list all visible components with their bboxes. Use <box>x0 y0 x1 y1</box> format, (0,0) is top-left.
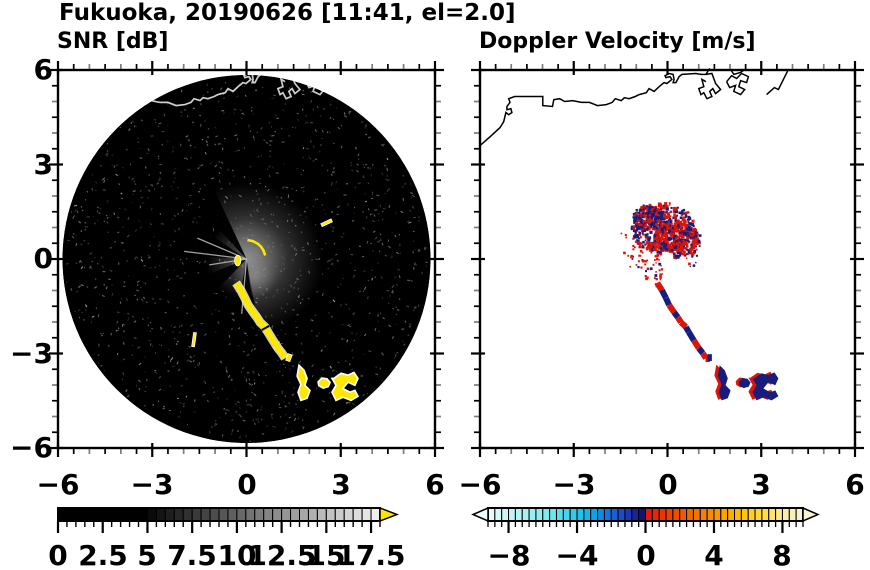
x-tick-label: 0 <box>658 468 678 501</box>
doppler-colorbar <box>471 506 820 533</box>
x-tick-label: −3 <box>130 468 174 501</box>
x-tick-label: 6 <box>845 468 865 501</box>
doppler-colorbar-label: 4 <box>704 539 724 570</box>
snr-colorbar <box>56 506 400 533</box>
y-tick-label: −6 <box>10 431 53 464</box>
x-tick-label: 3 <box>751 468 771 501</box>
snr-colorbar-label: 12.5 <box>247 539 317 570</box>
x-tick-label: 0 <box>237 468 257 501</box>
doppler-colorbar-label: 0 <box>636 539 656 570</box>
y-tick-label: 6 <box>33 53 53 86</box>
snr-colorbar-label: 0 <box>48 539 68 570</box>
doppler-panel-title: Doppler Velocity [m/s] <box>479 29 756 54</box>
snr-colorbar-label: 2.5 <box>78 539 128 570</box>
y-tick-label: 0 <box>33 242 53 275</box>
y-tick-label: 3 <box>33 148 53 181</box>
snr-colorbar-label: 15 <box>306 539 346 570</box>
snr-panel-title: SNR [dB] <box>57 29 169 54</box>
snr-colorbar-label: 5 <box>137 539 157 570</box>
doppler-colorbar-label: −4 <box>555 539 599 570</box>
doppler-streak-echo <box>654 281 779 401</box>
x-tick-label: −6 <box>36 468 80 501</box>
colorbars <box>56 506 820 533</box>
snr-scan-disk <box>62 74 431 444</box>
doppler-colorbar-label: 8 <box>772 539 792 570</box>
figure-title: Fukuoka, 20190626 [11:41, el=2.0] <box>59 0 516 26</box>
y-tick-label: −3 <box>10 337 53 370</box>
x-tick-label: 3 <box>331 468 351 501</box>
snr-colorbar-label: 10 <box>217 539 257 570</box>
snr-colorbar-label: 17.5 <box>336 539 406 570</box>
snr-strong-echoes <box>191 218 360 402</box>
doppler-panel-plot <box>471 61 864 457</box>
snr-panel-plot <box>49 61 444 457</box>
x-tick-label: −6 <box>458 468 502 501</box>
snr-colorbar-label: 7.5 <box>167 539 217 570</box>
doppler-colorbar-label: −8 <box>487 539 531 570</box>
doppler-velocity-cluster <box>620 202 702 288</box>
axis-frame <box>471 61 864 457</box>
axis-frame <box>49 61 444 457</box>
x-tick-label: −3 <box>552 468 596 501</box>
x-tick-label: 6 <box>425 468 445 501</box>
coastline-right <box>479 67 790 147</box>
